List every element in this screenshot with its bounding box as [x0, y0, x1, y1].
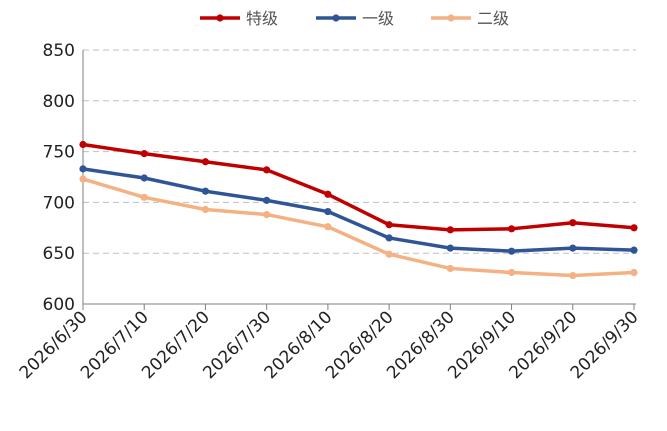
data-point [324, 223, 332, 231]
data-point [79, 140, 87, 149]
y-tick-label: 750 [43, 143, 75, 163]
legend-label-1: 特级 [246, 9, 278, 28]
data-point [446, 264, 454, 273]
data-point [569, 271, 577, 280]
data-point [385, 221, 393, 229]
y-tick-label: 700 [43, 193, 75, 213]
y-tick-label: 800 [43, 92, 75, 112]
legend-marker-2 [332, 14, 340, 22]
legend-marker-1 [216, 14, 224, 22]
y-tick-label: 600 [43, 295, 75, 315]
data-point [140, 150, 148, 158]
legend: 特级 一级 二级 [200, 9, 509, 28]
legend-label-3: 二级 [477, 9, 509, 28]
data-point [446, 226, 454, 234]
data-point [630, 246, 638, 254]
data-point [630, 268, 638, 277]
data-point [630, 224, 638, 232]
data-point [140, 193, 148, 201]
data-point [201, 158, 210, 166]
data-point [263, 166, 271, 174]
series-lines [79, 140, 638, 280]
data-point [507, 247, 516, 255]
data-point [446, 244, 454, 252]
data-point [79, 175, 87, 183]
legend-label-2: 一级 [362, 9, 394, 28]
data-point [263, 196, 271, 204]
data-point [507, 225, 516, 233]
data-point [507, 268, 516, 277]
data-point [385, 250, 393, 258]
data-point [201, 205, 210, 214]
data-point [79, 165, 87, 173]
data-point [324, 190, 332, 198]
series-line-3 [82, 177, 635, 278]
y-tick-label: 850 [43, 41, 75, 61]
series-line-2 [82, 167, 635, 253]
data-point [263, 210, 271, 219]
data-point [569, 219, 577, 227]
legend-marker-3 [447, 14, 455, 22]
data-point [385, 234, 393, 242]
series-line-1 [82, 142, 635, 232]
gridlines [83, 49, 636, 254]
y-tick-label: 650 [43, 244, 75, 264]
data-point [569, 244, 577, 252]
data-point [201, 187, 210, 195]
data-point [324, 207, 332, 216]
data-point [140, 174, 148, 182]
